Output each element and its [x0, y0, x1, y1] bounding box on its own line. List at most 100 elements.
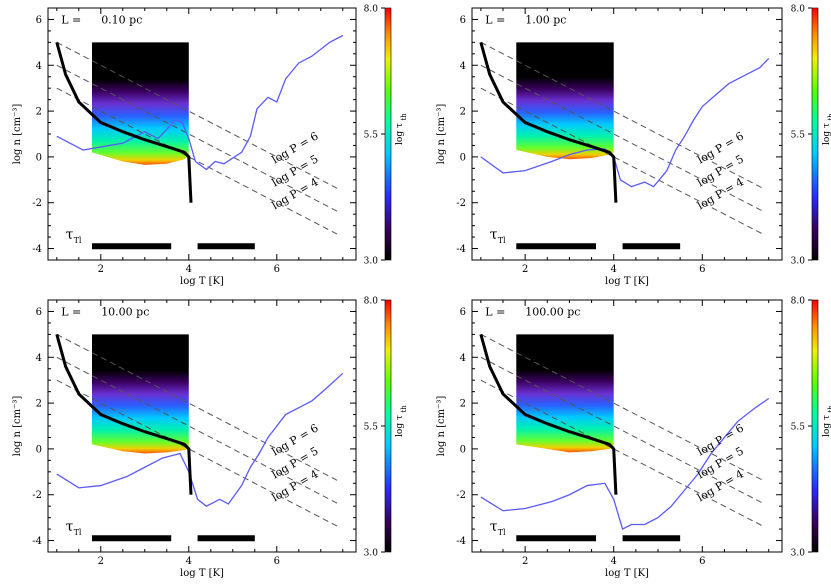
x-axis-label: log T [K] — [605, 568, 649, 579]
panel-2: 2 4 6 -4 -2 0 2 4 6 log T [K] log n [cm⁻³] L = 1.00 … — [436, 5, 831, 288]
y-tick-label: -2 — [456, 490, 466, 501]
x-tick-label: 2 — [522, 264, 528, 275]
isobar-line-5 — [56, 356, 339, 505]
tau-bar-2 — [197, 535, 255, 542]
tau-label-sub: Tl — [498, 528, 506, 537]
plot-area — [479, 333, 770, 542]
tau-bar-2 — [622, 535, 681, 542]
x-tick-label: 4 — [611, 264, 617, 275]
x-tick-label: 2 — [98, 556, 104, 567]
y-axis-label: log n [cm⁻³] — [436, 104, 447, 165]
panel-label: L = — [61, 13, 81, 26]
tau-bar-1 — [516, 243, 596, 250]
tau-bar-1 — [92, 243, 172, 250]
y-tick-label: 4 — [36, 61, 42, 72]
isobar-line-4 — [480, 379, 765, 528]
y-tick-label: 0 — [36, 152, 42, 163]
colorbar — [384, 7, 392, 261]
equilibrium-curve — [55, 333, 193, 495]
colorbar — [384, 299, 392, 553]
x-axis-label: log T [K] — [605, 276, 649, 287]
blue-curve — [480, 57, 770, 188]
x-tick-label: 4 — [611, 556, 617, 567]
colorbar-tick-label: 8.0 — [791, 5, 806, 15]
colorbar-tick-label: 3.0 — [791, 549, 806, 559]
tau-bar-1 — [92, 535, 172, 542]
isobar-line-6 — [56, 41, 339, 190]
panel-3: 2 4 6 -4 -2 0 2 4 6 log T [K] log n [cm⁻³] L = 10.00… — [12, 297, 408, 580]
colorbar-tick-label: 8.0 — [364, 5, 379, 15]
y-tick-label: 6 — [36, 15, 42, 26]
x-tick-label: 6 — [699, 264, 705, 275]
tau-label-sub: Tl — [498, 236, 506, 245]
x-axis-label: log T [K] — [180, 568, 224, 579]
isobar-line-4 — [480, 87, 765, 236]
x-tick-label: 6 — [274, 556, 280, 567]
colorbar-tick-label: 8.0 — [364, 297, 379, 307]
isobar-line-6 — [480, 333, 765, 482]
tau-bar-1 — [516, 535, 596, 542]
heatmap-region — [92, 334, 189, 454]
panel-value: 10.00 pc — [101, 305, 149, 318]
colorbar-tick-label: 5.5 — [364, 131, 379, 141]
tau-label: τ — [490, 227, 498, 243]
tau-label-sub: Tl — [74, 236, 82, 245]
blue-curve — [480, 397, 770, 531]
y-axis-label: log n [cm⁻³] — [436, 396, 447, 457]
tau-label: τ — [66, 519, 74, 535]
heatmap-region — [92, 42, 189, 165]
y-tick-label: -4 — [456, 536, 466, 547]
colorbar-tick-label: 5.5 — [791, 423, 806, 433]
x-tick-label: 4 — [186, 264, 192, 275]
colorbar-tick-label: 8.0 — [791, 297, 806, 307]
x-axis-label: log T [K] — [180, 276, 224, 287]
isobar-line-4 — [56, 379, 339, 528]
x-tick-label: 2 — [522, 556, 528, 567]
x-tick-label: 6 — [274, 264, 280, 275]
tau-bar-2 — [622, 243, 681, 250]
tau-label-sub: Tl — [74, 528, 82, 537]
panel-value: 1.00 pc — [525, 13, 566, 26]
y-tick-label: -2 — [456, 198, 466, 209]
blue-curve — [56, 372, 344, 507]
x-tick-label: 6 — [699, 556, 705, 567]
colorbar-label-sub: th — [827, 113, 831, 121]
y-tick-label: -4 — [456, 244, 466, 255]
colorbar-label: log τ — [822, 123, 831, 145]
panel-1: 2 4 6 -4 -2 0 2 4 6 log T [K] log n [cm⁻³] L = 0.10 … — [12, 5, 408, 288]
tau-label: τ — [490, 519, 498, 535]
panel-label: L = — [485, 13, 505, 26]
colorbar-label: log τ — [822, 415, 831, 437]
isobar-line-5 — [480, 356, 765, 505]
y-tick-label: 2 — [460, 399, 466, 410]
x-tick-label: 2 — [98, 264, 104, 275]
y-tick-label: 2 — [36, 107, 42, 118]
colorbar-label: log τ — [395, 415, 405, 437]
y-tick-label: -2 — [32, 490, 42, 501]
heatmap-region — [516, 42, 614, 160]
y-tick-label: 6 — [460, 307, 466, 318]
panel-value: 100.00 pc — [525, 305, 580, 318]
panel-label: L = — [485, 305, 505, 318]
panel-4: 2 4 6 -4 -2 0 2 4 6 log T [K] log n [cm⁻³] L = 100.0… — [436, 297, 831, 580]
colorbar — [811, 299, 819, 553]
y-tick-label: 4 — [460, 353, 466, 364]
colorbar-label-sub: th — [400, 113, 408, 121]
y-tick-label: 0 — [460, 444, 466, 455]
x-tick-label: 4 — [186, 556, 192, 567]
plot-area — [479, 41, 770, 250]
tau-label: τ — [66, 227, 74, 243]
equilibrium-curve — [479, 333, 618, 495]
colorbar-tick-label: 3.0 — [364, 549, 379, 559]
y-tick-label: 6 — [36, 307, 42, 318]
equilibrium-curve — [55, 41, 193, 203]
y-tick-label: -4 — [32, 244, 42, 255]
isobar-line-5 — [480, 64, 765, 213]
y-tick-label: -4 — [32, 536, 42, 547]
y-tick-label: 0 — [460, 152, 466, 163]
panel-value: 0.10 pc — [101, 13, 142, 26]
y-axis-label: log n [cm⁻³] — [12, 396, 23, 457]
isobar-line-5 — [56, 64, 339, 213]
isobar-line-6 — [56, 333, 339, 482]
